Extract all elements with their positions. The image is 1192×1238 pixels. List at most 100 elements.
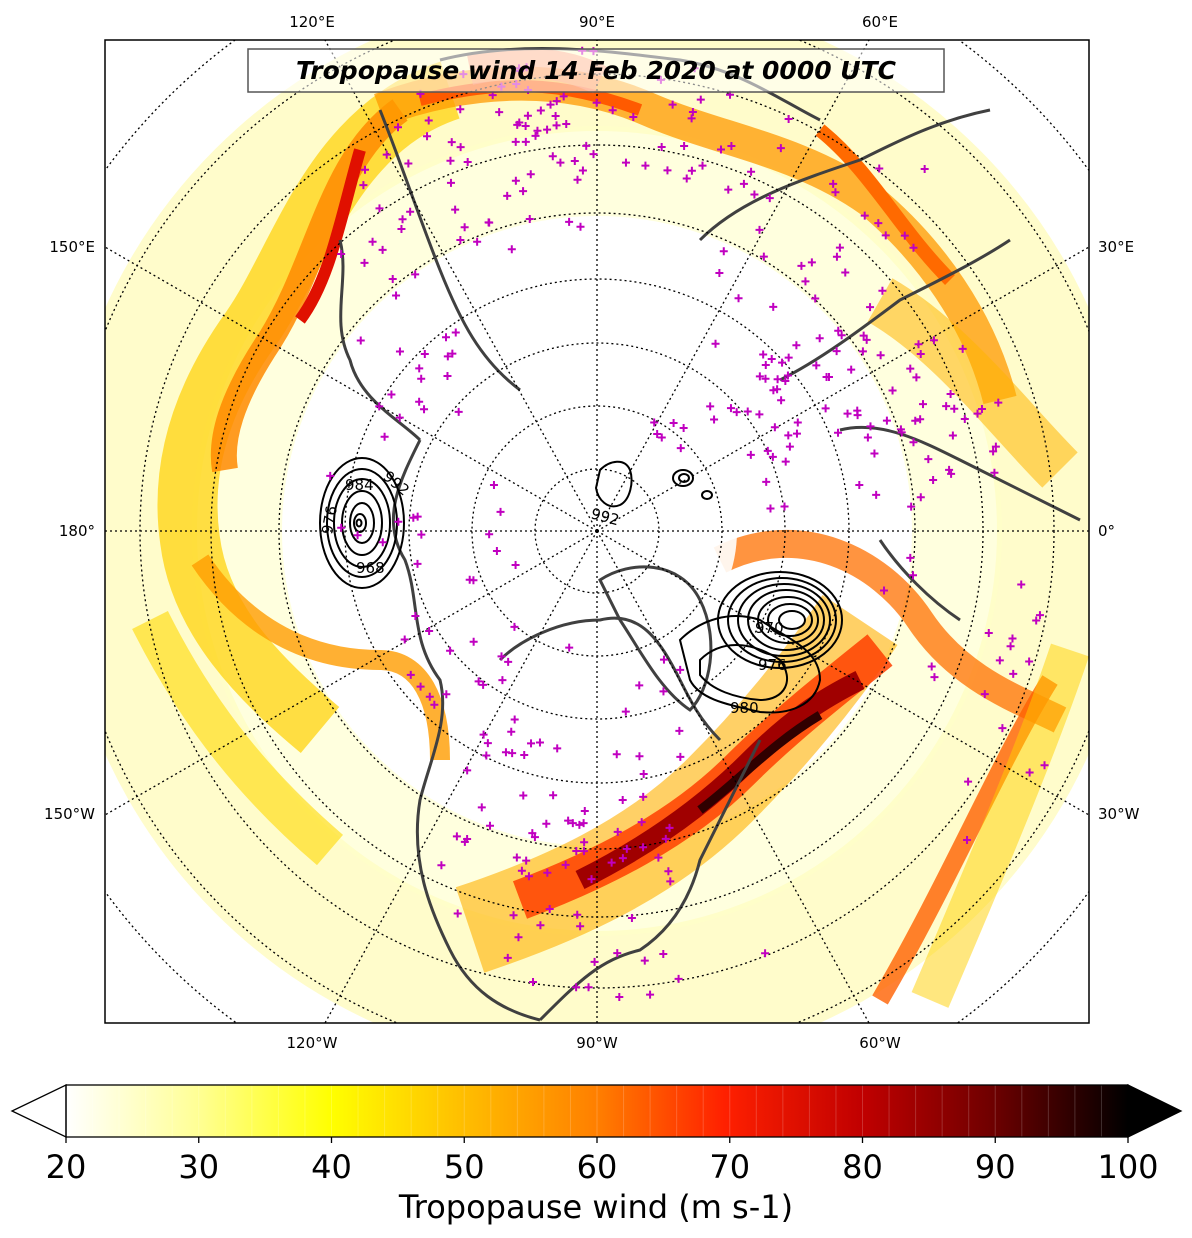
station-marker [359,181,368,190]
lon-label-left: 150°W [44,805,95,823]
station-marker [492,546,501,555]
station-marker [485,218,494,227]
station-marker [755,410,764,419]
station-marker [906,364,915,373]
station-marker [755,372,764,381]
station-marker [973,409,982,418]
station-marker [607,858,616,867]
station-marker [834,326,843,335]
station-marker [543,125,552,134]
station-marker [743,407,752,416]
station-marker [526,170,535,179]
colorbar-tick-label: 40 [311,1148,352,1186]
station-marker [413,512,422,521]
station-marker [958,344,967,353]
station-marker [780,502,789,511]
station-marker [575,820,584,829]
station-marker [536,106,545,115]
station-marker [360,258,369,267]
station-marker [578,166,587,175]
station-marker [646,990,655,999]
lon-label-right: 30°W [1098,805,1140,823]
station-marker [653,430,662,439]
station-marker [874,219,883,228]
station-marker [750,190,759,199]
station-marker [524,872,533,881]
station-marker [948,431,957,440]
station-marker [1040,761,1049,770]
station-marker [727,141,736,150]
station-marker [829,179,838,188]
station-marker [446,646,455,655]
station-marker [635,681,644,690]
station-marker [781,457,790,466]
station-marker [442,333,450,342]
station-marker [832,252,841,261]
station-marker [525,214,534,223]
station-marker [409,513,418,522]
station-marker [995,656,1004,665]
station-marker [535,738,544,747]
station-marker [442,690,451,699]
station-marker [637,818,646,827]
colorbar-extend-high [1127,1083,1183,1139]
station-marker [521,122,530,131]
station-marker [724,185,733,194]
colorbar-tick-label: 20 [46,1148,87,1186]
station-marker [659,655,668,664]
station-marker [679,424,688,433]
station-marker [837,331,846,340]
contour-label: 976 [318,504,341,535]
station-marker [664,867,673,876]
colorbar-tick-label: 100 [1097,1148,1158,1186]
station-marker [784,114,793,123]
station-marker [911,416,920,425]
station-marker [688,107,697,116]
station-marker [568,819,577,828]
station-marker [792,341,801,350]
station-marker [859,331,868,340]
station-marker [832,347,841,356]
station-marker [397,224,406,233]
station-marker [561,860,570,869]
station-marker [531,131,540,140]
station-marker [415,364,424,373]
station-marker [573,175,582,184]
station-marker [858,347,867,356]
station-marker [613,949,622,958]
station-marker [425,627,434,636]
station-marker [1025,768,1034,777]
station-marker [454,407,463,416]
station-marker [437,861,446,870]
station-marker [395,413,404,422]
station-marker [945,465,954,474]
station-marker [443,352,452,361]
station-marker [770,423,779,432]
station-marker [546,100,555,109]
station-marker [474,677,483,686]
lon-label-bottom: 60°W [859,1034,901,1052]
colorbar-tick-label: 70 [709,1148,750,1186]
station-marker [552,121,561,130]
station-marker [784,431,793,440]
station-marker [337,249,346,258]
station-marker [564,816,573,825]
station-marker [489,480,498,489]
station-marker [556,158,565,167]
station-marker [565,217,574,226]
station-marker [880,586,889,595]
station-marker [528,829,537,838]
station-marker [398,215,407,224]
station-marker [507,245,516,254]
station-marker [762,477,771,486]
station-marker [990,468,999,477]
station-marker [914,340,923,349]
station-marker [980,690,989,699]
station-marker [927,662,936,671]
station-marker [392,291,401,300]
station-marker [654,853,663,862]
lon-label-top: 60°E [862,13,898,31]
station-marker [761,949,770,958]
lon-label-bottom: 120°W [287,1034,338,1052]
low-icelandic [678,571,843,714]
